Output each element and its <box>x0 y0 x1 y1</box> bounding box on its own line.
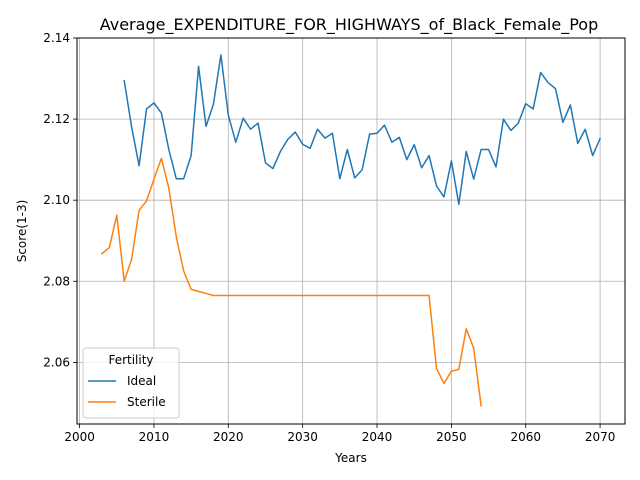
y-axis-ticks: 2.06 2.08 2.10 2.12 2.14 <box>43 31 77 369</box>
plot-frame <box>76 37 626 425</box>
legend-label-ideal: Ideal <box>127 374 156 388</box>
y-tick-label: 2.12 <box>43 112 70 126</box>
x-axis-label: Years <box>334 451 367 465</box>
series-line-ideal <box>123 54 602 205</box>
series-lines <box>100 54 602 407</box>
series-line-sterile <box>100 157 482 407</box>
legend-label-sterile: Sterile <box>127 395 166 409</box>
y-tick-label: 2.10 <box>43 193 70 207</box>
y-tick-label: 2.06 <box>43 355 70 369</box>
y-tick-label: 2.14 <box>43 31 70 45</box>
x-tick-label: 2020 <box>213 430 244 444</box>
legend: Fertility Ideal Sterile <box>82 347 180 419</box>
x-tick-label: 2060 <box>510 430 541 444</box>
chart-title: Average_EXPENDITURE_FOR_HIGHWAYS_of_Blac… <box>100 15 599 35</box>
y-axis-label: Score(1-3) <box>15 200 29 263</box>
x-tick-label: 2000 <box>64 430 95 444</box>
legend-title: Fertility <box>108 353 153 367</box>
x-axis-ticks: 2000 2010 2020 2030 2040 2050 2060 2070 <box>64 424 615 444</box>
x-tick-label: 2040 <box>362 430 393 444</box>
x-tick-label: 2030 <box>287 430 318 444</box>
x-tick-label: 2010 <box>139 430 170 444</box>
x-tick-label: 2070 <box>585 430 616 444</box>
x-tick-label: 2050 <box>436 430 467 444</box>
y-tick-label: 2.08 <box>43 274 70 288</box>
legend-box <box>82 347 180 419</box>
